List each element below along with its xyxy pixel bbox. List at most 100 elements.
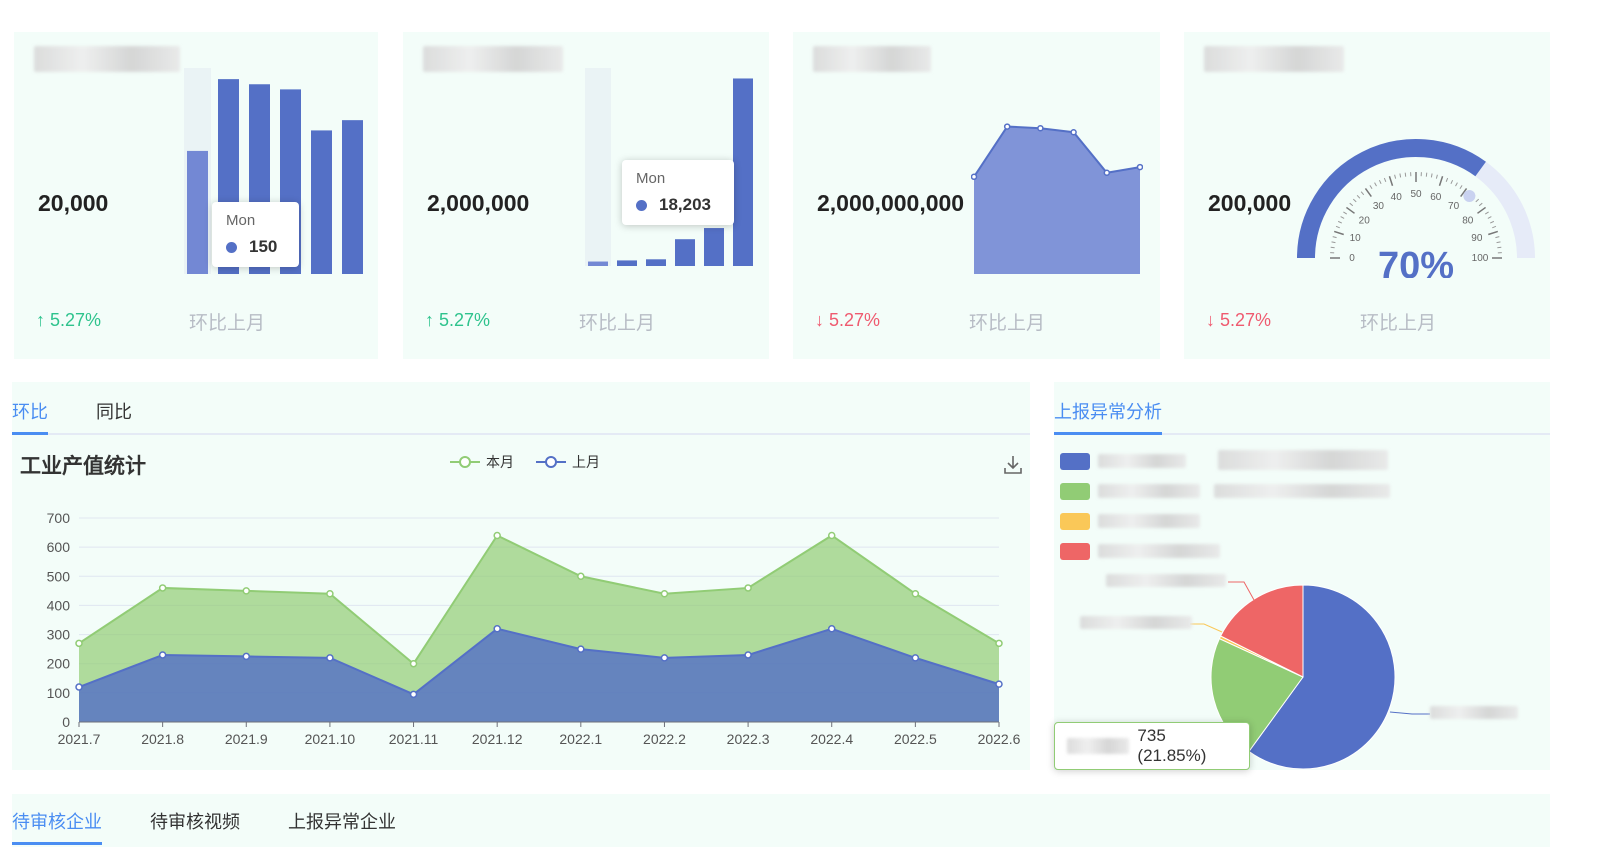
abnormal-analysis-panel: 上报异常分析 735 (21.85%) <box>1054 382 1550 770</box>
series-point[interactable] <box>158 584 167 592</box>
kpi-value: 2,000,000 <box>427 190 530 216</box>
kpi-compare-label: 环比上月 <box>189 313 266 334</box>
gauge-minor-tick <box>1445 177 1449 182</box>
download-icon[interactable] <box>1002 454 1024 476</box>
bar <box>187 150 208 274</box>
series-point[interactable] <box>242 652 251 661</box>
series-point[interactable] <box>827 531 836 540</box>
series-point[interactable] <box>827 624 836 633</box>
mini-area-chart <box>971 123 1143 274</box>
area-point <box>1103 169 1111 176</box>
x-tick-label: 2021.11 <box>389 731 439 747</box>
series-point[interactable] <box>493 624 501 633</box>
tab-abnormal-analysis[interactable]: 上报异常分析 <box>1054 388 1162 435</box>
gauge-tick <box>1488 230 1499 236</box>
gauge-minor-tick <box>1331 241 1336 244</box>
compare-tabs: 环比 同比 <box>12 388 1030 435</box>
series-point[interactable] <box>326 654 334 662</box>
bar <box>588 261 608 266</box>
series-point[interactable] <box>326 590 334 598</box>
series-point[interactable] <box>75 639 83 648</box>
tab-pending-videos[interactable]: 待审核视频 <box>150 812 240 832</box>
gauge-progress <box>1297 139 1486 259</box>
gauge-minor-tick <box>1487 216 1492 219</box>
kpi-change: ↓ 5.27% <box>1206 310 1272 330</box>
gauge-tick-label: 50 <box>1410 189 1422 200</box>
area-point <box>1003 123 1011 130</box>
gauge-minor-tick <box>1497 246 1502 249</box>
series-point[interactable] <box>409 690 418 699</box>
x-tick-label: 2022.1 <box>559 731 602 747</box>
gauge-minor-tick <box>1343 211 1348 215</box>
series-point[interactable] <box>911 654 920 662</box>
gauge-minor-tick <box>1425 172 1428 177</box>
series-point[interactable] <box>660 654 669 662</box>
pie-legend-item[interactable] <box>1060 482 1220 500</box>
y-tick-label: 200 <box>47 656 71 672</box>
series-point[interactable] <box>242 587 251 595</box>
gauge-minor-tick <box>1340 216 1345 219</box>
gauge-minor-tick <box>1399 173 1402 178</box>
pie-legend-item[interactable] <box>1060 512 1220 530</box>
chart-tooltip: Mon 18,203 <box>622 160 734 225</box>
pie-slice[interactable] <box>1219 584 1304 678</box>
gauge-minor-tick <box>1475 198 1480 203</box>
kpi-change: ↑ 5.27% <box>36 310 102 330</box>
series-point[interactable] <box>744 584 752 592</box>
pie-legend-item[interactable] <box>1060 542 1220 560</box>
tab-pending-companies[interactable]: 待审核企业 <box>12 798 102 845</box>
tab-abnormal-companies[interactable]: 上报异常企业 <box>288 812 396 832</box>
gauge-tick <box>1345 206 1355 214</box>
gauge-tick-label: 40 <box>1391 192 1403 203</box>
y-tick-label: 100 <box>47 685 71 701</box>
tab-huanbi[interactable]: 环比 <box>12 388 48 435</box>
arrow-up-icon: ↑ <box>425 310 434 330</box>
series-area <box>79 628 999 722</box>
series-point[interactable] <box>493 531 501 540</box>
series-point[interactable] <box>660 590 669 598</box>
bar <box>342 120 363 274</box>
pie-subtitle-blurred <box>1214 484 1390 503</box>
series-point[interactable] <box>995 639 1003 648</box>
gauge-minor-tick <box>1495 236 1500 239</box>
legend-previous-label[interactable]: 上月 <box>572 454 600 470</box>
x-tick-label: 2021.7 <box>58 731 101 747</box>
y-tick-label: 300 <box>47 627 71 643</box>
pie-label-blurred <box>1106 574 1226 592</box>
series-point[interactable] <box>409 659 418 668</box>
gauge-minor-tick <box>1450 179 1454 185</box>
series-point[interactable] <box>158 651 167 659</box>
series-point[interactable] <box>75 683 83 691</box>
gauge-minor-tick <box>1378 179 1382 185</box>
analysis-tabs: 上报异常分析 <box>1054 388 1550 435</box>
arrow-down-icon: ↓ <box>815 310 824 330</box>
area-point <box>971 173 978 181</box>
pie-legend-item[interactable] <box>1060 452 1220 470</box>
series-point[interactable] <box>744 651 752 659</box>
gauge-minor-tick <box>1496 241 1501 244</box>
series-point[interactable] <box>577 572 585 581</box>
series-dot-icon <box>226 241 237 253</box>
y-tick-label: 400 <box>47 597 71 613</box>
pie-slice[interactable] <box>1248 584 1396 770</box>
gauge-tick-label: 0 <box>1349 253 1355 264</box>
x-tick-label: 2022.6 <box>978 731 1021 747</box>
bar <box>311 130 332 274</box>
series-point[interactable] <box>911 590 920 598</box>
series-point[interactable] <box>577 645 585 653</box>
kpi-card-4: 200,000 0 10 20 30 40 50 60 70 80 90 100 70% ↓ 5.27… <box>1184 32 1550 359</box>
series-dot-icon <box>636 199 647 211</box>
series-point[interactable] <box>995 680 1003 688</box>
series-line <box>78 534 1000 666</box>
y-tick-label: 0 <box>62 714 70 730</box>
gauge-minor-tick <box>1430 173 1433 178</box>
pending-review-panel: 待审核企业 待审核视频 上报异常企业 <box>12 794 1550 847</box>
gauge-tick-label: 60 <box>1430 192 1442 203</box>
tab-tongbi[interactable]: 同比 <box>96 402 132 422</box>
gauge-value-label: 70% <box>1378 245 1454 278</box>
x-tick-label: 2021.10 <box>305 731 356 747</box>
gauge-minor-tick <box>1484 211 1489 215</box>
legend-current-label[interactable]: 本月 <box>486 454 514 470</box>
kpi-card-3: 2,000,000,000 ↓ 5.27% 环比上月 <box>793 32 1160 359</box>
